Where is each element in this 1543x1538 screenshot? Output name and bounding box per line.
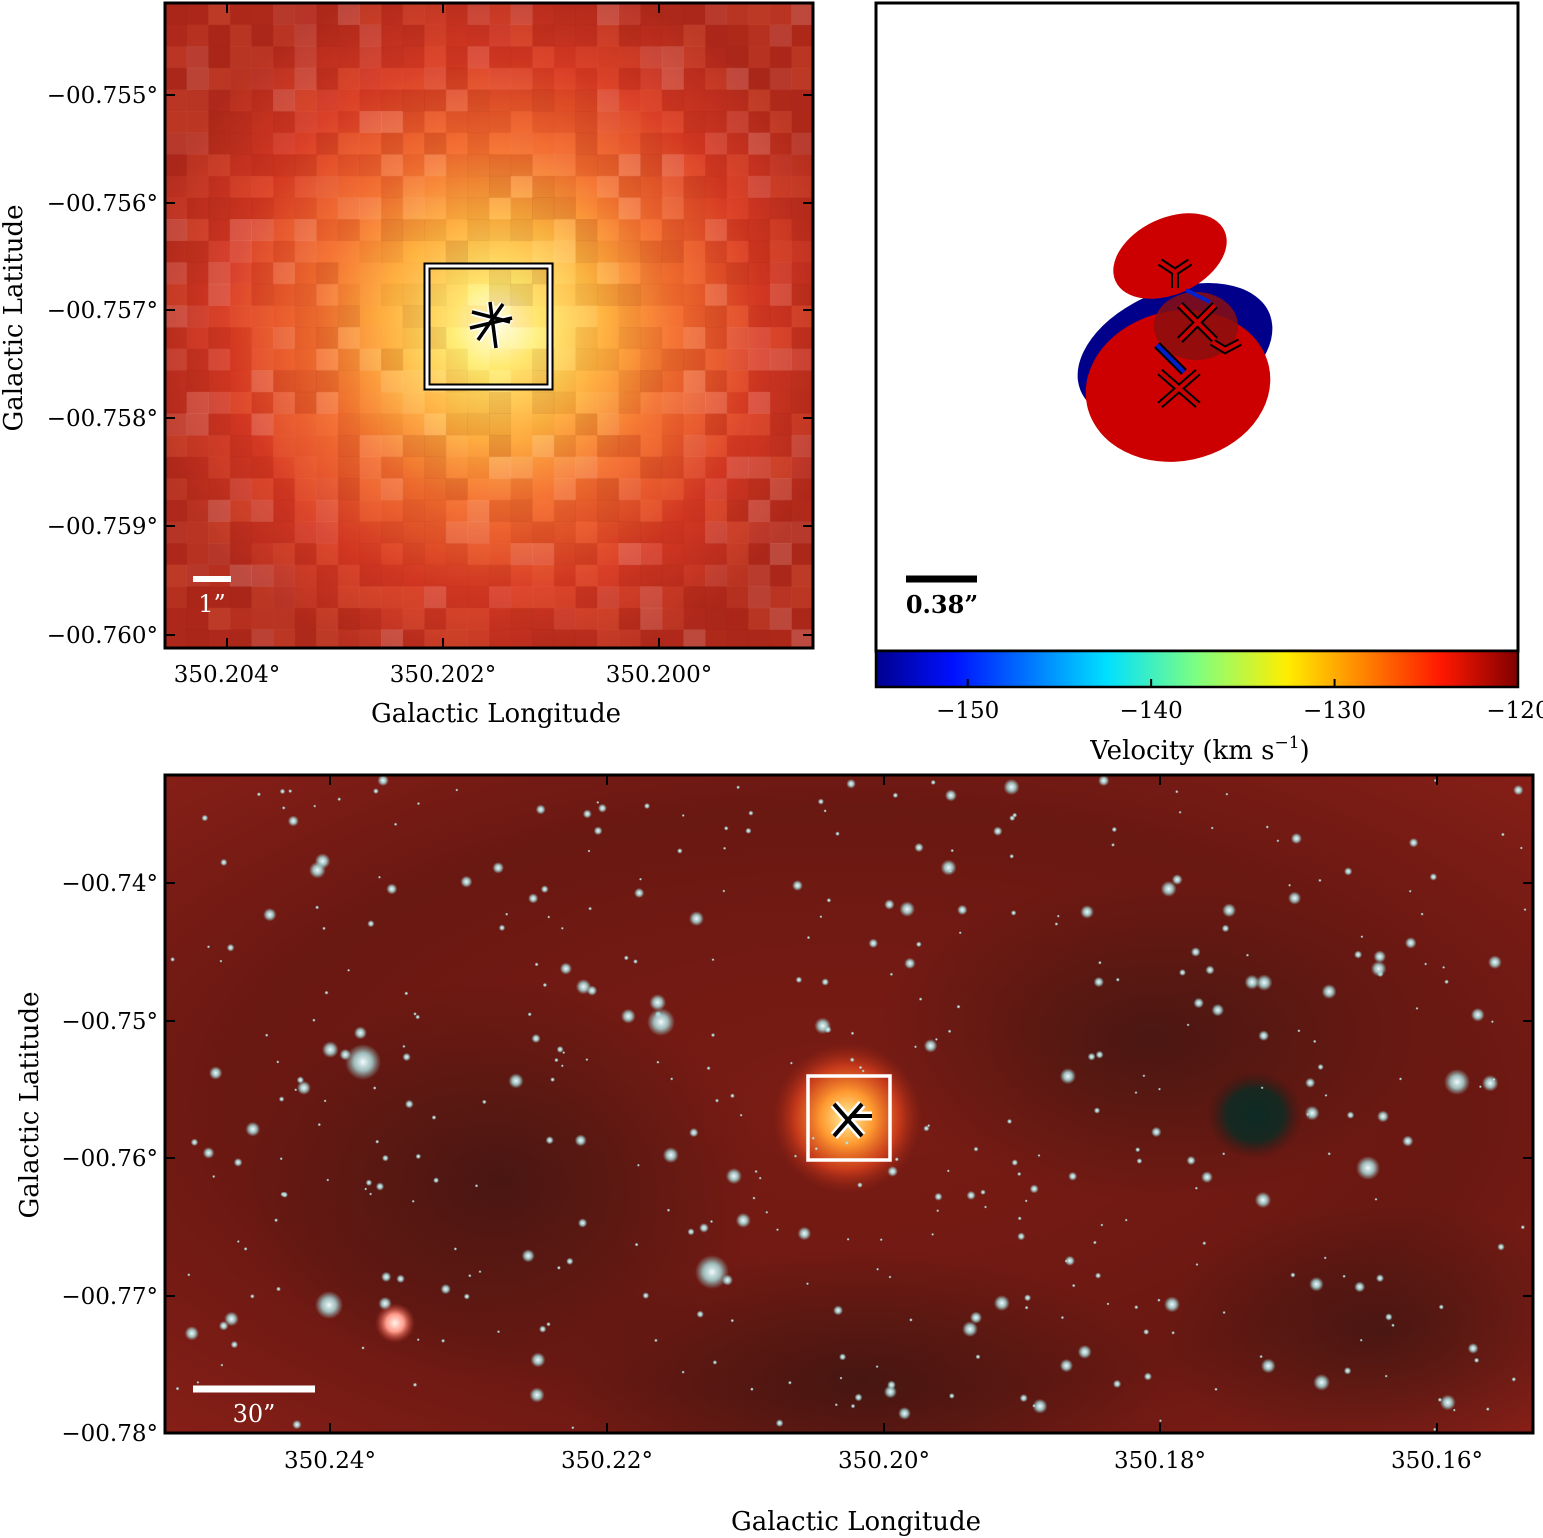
colorbar-ticks: −150 −140 −130 −120: [936, 679, 1543, 724]
y-tick-label: −00.76°: [61, 1146, 158, 1172]
plot-frame: [163, 773, 1535, 1435]
scale-bar-label: 30”: [233, 1400, 276, 1428]
y-axis-label: Galactic Latitude: [15, 992, 45, 1219]
y-tick-labels: −00.755° −00.756° −00.757° −00.758° −00.…: [47, 83, 158, 649]
source-box: [425, 264, 552, 389]
wide-field-image: [165, 775, 1533, 1433]
y-tick-label: −00.74°: [61, 871, 158, 897]
y-tick-label: −00.760°: [47, 623, 158, 649]
red-star: [375, 1303, 415, 1343]
y-tick-label: −00.78°: [61, 1421, 158, 1447]
zoom-region-box: [806, 1074, 892, 1162]
maser-markers: [469, 301, 513, 349]
panel-top-left: 1” −00.755° −00.756° −00.757° −00.758° −…: [0, 1, 815, 729]
x-tick-label: 350.18°: [1114, 1448, 1206, 1474]
y-tick-label: −00.755°: [47, 83, 158, 109]
x-tick-label: 350.20°: [838, 1448, 930, 1474]
x-tick-labels: 350.204° 350.202° 350.200°: [174, 662, 713, 688]
dark-cloud: [1207, 1071, 1303, 1159]
scale-bar-label: 1”: [198, 590, 226, 618]
x-axis-label: Galactic Longitude: [731, 1507, 981, 1537]
y-tick-label: −00.757°: [47, 298, 158, 324]
thermal-image-zoom: [165, 3, 813, 648]
colorbar-tick-label: −120: [1486, 698, 1543, 724]
colorbar-tick-label: −130: [1303, 698, 1366, 724]
x-tick-label: 350.200°: [606, 662, 713, 688]
y-axis-label: Galactic Latitude: [0, 205, 29, 432]
x-tick-label: 350.204°: [174, 662, 281, 688]
x-tick-label: 350.16°: [1391, 1448, 1483, 1474]
x-tick-label: 350.24°: [284, 1448, 376, 1474]
scale-bar-label: 0.38”: [906, 590, 978, 619]
maser-spot-markers: [1154, 258, 1242, 409]
x-tick-labels: 350.24° 350.22° 350.20° 350.18° 350.16°: [284, 1448, 1483, 1474]
colorbar-tick-label: −150: [936, 698, 999, 724]
x-tick-label: 350.22°: [561, 1448, 653, 1474]
plot-frame: [163, 1, 815, 650]
x-tick-label: 350.202°: [390, 662, 497, 688]
panel-top-right: 0.38” −150 −140 −130 −120 Velocity (km s−1): [874, 1, 1543, 766]
y-tick-label: −00.759°: [47, 514, 158, 540]
y-tick-label: −00.758°: [47, 406, 158, 432]
colorbar-label: Velocity (km s−1): [1089, 733, 1309, 766]
y-tick-labels: −00.74° −00.75° −00.76° −00.77° −00.78°: [61, 871, 158, 1447]
source-marker: [830, 1101, 872, 1139]
y-tick-label: −00.77°: [61, 1284, 158, 1310]
panel-bottom: 30” −00.74° −00.75° −00.76° −00.77° −00.…: [15, 773, 1535, 1537]
y-tick-label: −00.756°: [47, 191, 158, 217]
y-tick-label: −00.75°: [61, 1009, 158, 1035]
x-axis-label: Galactic Longitude: [371, 699, 621, 729]
colorbar-tick-label: −140: [1120, 698, 1183, 724]
red-ellipse-upper: [1113, 213, 1227, 299]
velocity-colorbar: [874, 649, 1520, 689]
